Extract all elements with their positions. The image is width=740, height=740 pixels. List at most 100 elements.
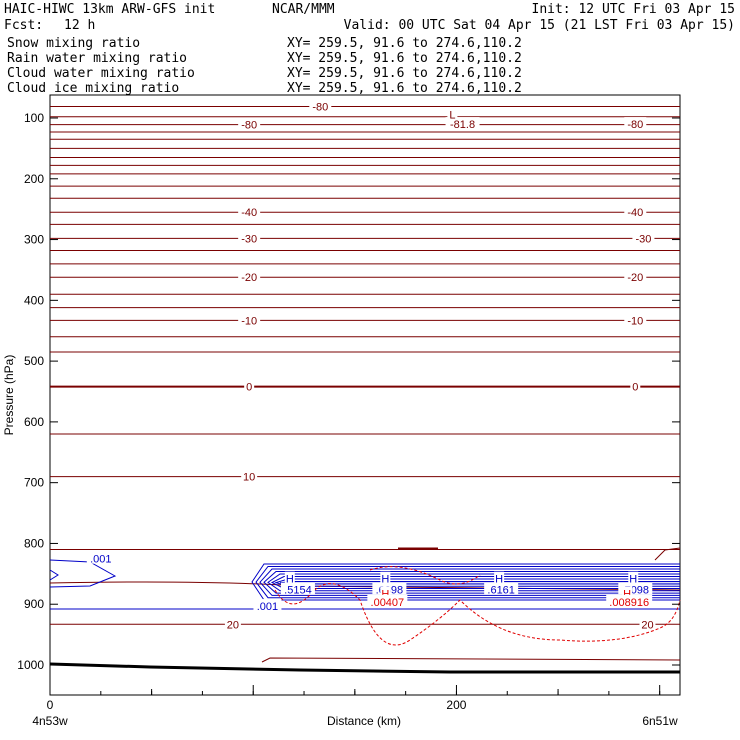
y-tick-label: 400 <box>24 293 44 307</box>
x-end-label-right: 6n51w <box>642 714 678 728</box>
cloud-label-bg <box>86 551 115 564</box>
cloud-label-bg <box>494 571 505 584</box>
init-time: Init: 12 UTC Fri 03 Apr 15 <box>532 2 736 17</box>
temp-label: -40 <box>241 207 257 219</box>
cloud-contour <box>274 578 680 587</box>
rain-label: H <box>623 588 631 600</box>
temp-label: -40 <box>627 207 643 219</box>
rain-water-contours <box>274 566 681 646</box>
temp-label-bg <box>630 379 641 392</box>
x-tick-label: 200 <box>446 698 466 712</box>
valid-time: Valid: 00 UTC Sat 04 Apr 15 (21 LST Fri … <box>344 18 735 33</box>
y-tick-label: 300 <box>24 233 44 247</box>
temp-label: 20 <box>641 619 653 631</box>
x-tick-label: 0 <box>47 698 54 712</box>
x-axis: 0 200 <box>47 685 661 712</box>
cloud-label: H <box>286 574 294 586</box>
cloud-label-bg <box>253 599 282 612</box>
y-tick-label: 1000 <box>17 658 44 672</box>
plot-frame <box>49 94 681 696</box>
rain-label-bg <box>606 594 653 607</box>
field-name-1: Rain water mixing ratio <box>7 51 187 66</box>
x-axis-label: Distance (km) <box>327 714 401 728</box>
temp-label: -20 <box>627 272 643 284</box>
temp-label-bg <box>624 205 647 218</box>
cloud-label: H <box>495 574 503 586</box>
temp-label: -80 <box>627 119 643 131</box>
cloud-label-bg <box>284 571 295 584</box>
title-left: HAIC-HIWC 13km ARW-GFS init <box>4 2 215 17</box>
temp-label-bg <box>238 270 261 283</box>
cloud-label: H <box>629 574 637 586</box>
temp-label-bg <box>624 117 647 130</box>
temp-label-bg <box>238 231 261 244</box>
rain-label-bg <box>367 594 408 607</box>
cloud-label: .001 <box>90 554 111 566</box>
rain-label: .008916 <box>609 597 649 609</box>
cloud-water-contours <box>49 559 680 610</box>
field-xy-0: XY= 259.5, 91.6 to 274.6,110.2 <box>287 36 522 51</box>
y-tick-label: 100 <box>24 111 44 125</box>
fcst-value: 12 h <box>64 18 95 33</box>
temp-label-bg <box>244 379 255 392</box>
temp-label: 0 <box>632 382 638 394</box>
temp-label-bg <box>241 469 258 482</box>
temp-label: 20 <box>227 619 239 631</box>
y-tick-label: 800 <box>24 536 44 550</box>
cloud-contour <box>267 573 680 592</box>
rain-label-bg <box>380 586 391 599</box>
y-tick-label: 600 <box>24 415 44 429</box>
temp-label: -10 <box>241 315 257 327</box>
temp-label: -10 <box>627 315 643 327</box>
cloud-contour-left-inner <box>49 569 59 581</box>
cloud-label: .5154 <box>284 585 312 597</box>
field-name-2: Cloud water mixing ratio <box>7 66 195 81</box>
temp-label-bg <box>447 107 458 120</box>
temp-label-bg <box>624 270 647 283</box>
rain-label-bg <box>622 586 633 599</box>
cloud-contour <box>259 568 680 596</box>
temp-label: -30 <box>635 233 651 245</box>
x-end-label-left: 4n53w <box>32 714 68 728</box>
temp-contour-corner <box>654 547 681 561</box>
cloud-label-bg <box>380 571 391 584</box>
cloud-label: .001 <box>257 601 278 613</box>
y-tick-label: 900 <box>24 597 44 611</box>
cloud-label-bg <box>484 582 519 595</box>
rain-label: .00407 <box>371 597 405 609</box>
temp-label: 0 <box>246 382 252 394</box>
temp-label: -81.8 <box>450 119 475 131</box>
rain-contour-upper <box>369 566 481 585</box>
field-name-0: Snow mixing ratio <box>7 36 140 51</box>
temp-label: 10 <box>243 472 255 484</box>
temp-label-bg <box>632 231 655 244</box>
fcst-label: Fcst: <box>4 18 43 33</box>
temp-label-bg <box>309 99 332 112</box>
temp-label-bg <box>639 617 656 630</box>
cloud-contour-left <box>49 559 117 588</box>
cloud-label: H <box>381 574 389 586</box>
contour-labels: -80 -80 -81.8 -80 L -40 -40 -30 -30 -20 -20 -10 -10 0… <box>86 99 656 631</box>
cloud-contour <box>270 576 680 589</box>
cloud-label-bg <box>628 571 639 584</box>
temp-label: -30 <box>241 233 257 245</box>
y-tick-label: 500 <box>24 354 44 368</box>
y-axis-label: Pressure (hPa) <box>2 355 16 436</box>
temp-label: -80 <box>312 101 328 113</box>
rain-contour <box>274 583 681 646</box>
temp-label-bg <box>624 313 647 326</box>
cloud-label-bg <box>280 582 315 595</box>
field-xy-2: XY= 259.5, 91.6 to 274.6,110.2 <box>287 66 522 81</box>
cloud-contour <box>263 571 680 594</box>
temp-label-bg <box>238 205 261 218</box>
temp-contour-near-surface <box>261 657 681 663</box>
title-mid: NCAR/MMM <box>272 2 335 17</box>
field-name-3: Cloud ice mixing ratio <box>7 81 179 96</box>
temp-label-bg <box>224 617 241 630</box>
rain-label: H <box>381 588 389 600</box>
temp-label: L <box>449 109 455 121</box>
temp-label-bg <box>445 117 480 130</box>
